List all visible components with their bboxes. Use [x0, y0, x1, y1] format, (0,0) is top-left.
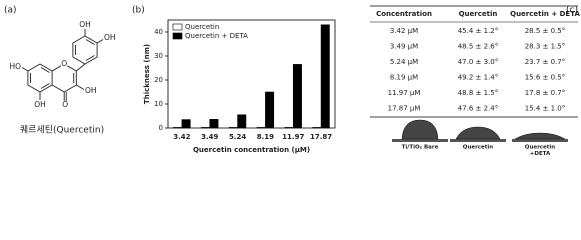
x-axis-label: Quercetin concentration (μM)	[193, 146, 310, 154]
table-header: Quercetin	[459, 10, 498, 18]
table: Concentration Quercetin Quercetin + DETA 3.…	[370, 5, 580, 118]
atom-label: OH	[104, 33, 116, 42]
panel-label: (c)	[566, 6, 578, 16]
bar	[237, 114, 247, 129]
x-tick-label: 5.24	[229, 133, 246, 141]
substrate	[512, 139, 568, 142]
table-cell: 48.8 ± 1.5°	[458, 89, 499, 97]
bar	[201, 126, 211, 129]
bar	[181, 119, 191, 129]
y-axis-label: Thickness (nm)	[143, 44, 151, 104]
legend-label: Quercetin + DETA	[185, 32, 248, 40]
table-cell: 45.4 ± 1.2°	[458, 27, 499, 35]
bar	[312, 126, 322, 129]
table-cell: 15.4 ± 1.0°	[525, 105, 566, 113]
bar	[228, 126, 238, 129]
table-cell: 49.2 ± 1.4°	[458, 74, 499, 82]
y-tick-label: 20	[154, 76, 163, 84]
x-tick-label: 8.19	[257, 133, 274, 141]
droplets: Ti/TiO₂ Bare Quercetin Quercetin+DETA	[392, 119, 568, 156]
table-cell: 8.19 μM	[390, 74, 418, 82]
table-cell: 28.5 ± 0.5°	[525, 27, 566, 35]
droplet-caption: +DETA	[530, 151, 551, 156]
y-tick-label: 40	[154, 28, 163, 36]
bar	[292, 64, 302, 129]
droplet	[455, 126, 501, 140]
bar	[320, 24, 330, 129]
droplet-caption: Quercetin	[463, 145, 494, 151]
droplet	[514, 132, 566, 140]
y-tick-label: 0	[159, 124, 163, 132]
atom-label: O	[61, 59, 67, 68]
table-cell: 23.7 ± 0.7°	[525, 58, 566, 66]
x-tick-label: 3.42	[173, 133, 190, 141]
bar	[284, 126, 294, 129]
bar	[256, 126, 266, 129]
table-cell: 5.24 μM	[390, 58, 418, 66]
x-tick-label: 17.87	[310, 133, 332, 141]
table-cell: 17.87 μM	[388, 105, 421, 113]
panel-label: (a)	[4, 6, 17, 16]
table-cell: 3.49 μM	[390, 43, 418, 51]
table-cell: 47.0 ± 3.0°	[458, 58, 499, 66]
table-cell: 11.97 μM	[388, 89, 421, 97]
substrate	[392, 139, 448, 142]
table-header: Quercetin + DETA	[510, 10, 580, 18]
plot-frame	[167, 19, 336, 129]
x-tick-label: 3.49	[201, 133, 218, 141]
panel-label: (b)	[132, 6, 145, 16]
structure-caption: 퀘르세틴(Quercetin)	[20, 125, 104, 136]
figure: (a) (b) (c) OH OH HO O OH OH O 퀘르세틴(Quer…	[4, 5, 580, 157]
atom-label: HO	[9, 62, 21, 71]
x-tick-label: 11.97	[282, 133, 304, 141]
droplet-caption: Ti/TiO₂ Bare	[402, 145, 439, 151]
bar	[265, 91, 275, 129]
atom-label: OH	[34, 100, 46, 109]
substrate	[450, 139, 506, 142]
atom-label: O	[62, 100, 68, 109]
table-cell: 48.5 ± 2.6°	[458, 43, 499, 51]
droplet-caption: Quercetin	[525, 145, 556, 151]
table-cell: 47.6 ± 2.4°	[458, 105, 499, 113]
atom-label: OH	[79, 20, 91, 29]
bar	[173, 126, 183, 129]
quercetin-structure	[21, 29, 104, 101]
legend-swatch	[172, 23, 183, 31]
bar	[209, 119, 219, 129]
y-tick-label: 10	[154, 100, 163, 108]
table-header: Concentration	[376, 10, 432, 18]
table-cell: 17.8 ± 0.7°	[525, 89, 566, 97]
y-tick-label: 30	[154, 52, 163, 60]
table-cell: 28.3 ± 1.5°	[525, 43, 566, 51]
atom-label: OH	[85, 86, 97, 95]
table-cell: 3.42 μM	[390, 27, 418, 35]
table-cell: 15.6 ± 0.5°	[525, 74, 566, 82]
droplet	[401, 119, 439, 140]
legend-label: Quercetin	[185, 23, 219, 31]
legend-swatch	[172, 32, 183, 40]
